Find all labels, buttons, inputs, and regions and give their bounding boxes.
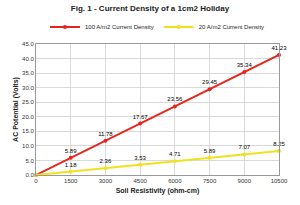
svg-text:35.0: 35.0 xyxy=(22,70,34,76)
svg-text:3000: 3000 xyxy=(99,178,113,184)
svg-text:2.36: 2.36 xyxy=(100,158,112,164)
svg-text:20 A/m2 Current Density: 20 A/m2 Current Density xyxy=(199,24,264,30)
svg-text:1.18: 1.18 xyxy=(65,162,77,168)
svg-text:4.71: 4.71 xyxy=(169,151,181,157)
svg-text:Soil Resistivity (ohm-cm): Soil Resistivity (ohm-cm) xyxy=(116,187,200,195)
svg-text:20.0: 20.0 xyxy=(22,114,34,120)
svg-text:1500: 1500 xyxy=(64,178,78,184)
svg-text:45.0: 45.0 xyxy=(22,41,34,47)
svg-text:30.0: 30.0 xyxy=(22,85,34,91)
svg-text:10.0: 10.0 xyxy=(22,143,34,149)
svg-text:5.0: 5.0 xyxy=(25,158,34,164)
svg-text:40.0: 40.0 xyxy=(22,56,34,62)
svg-text:35.34: 35.34 xyxy=(237,62,253,68)
svg-text:25.0: 25.0 xyxy=(22,99,34,105)
svg-text:17.67: 17.67 xyxy=(133,114,149,120)
svg-text:8.25: 8.25 xyxy=(273,141,285,147)
svg-text:AC Potential (Volts): AC Potential (Volts) xyxy=(12,77,20,142)
svg-text:100 A/m2 Current Density: 100 A/m2 Current Density xyxy=(85,24,154,30)
svg-text:5.89: 5.89 xyxy=(204,148,216,154)
svg-text:41.23: 41.23 xyxy=(271,45,287,51)
svg-text:23.56: 23.56 xyxy=(167,96,183,102)
svg-text:0.0: 0.0 xyxy=(25,172,34,178)
svg-text:10500: 10500 xyxy=(271,178,288,184)
svg-text:7500: 7500 xyxy=(203,178,217,184)
svg-text:7.07: 7.07 xyxy=(238,144,250,150)
svg-text:11.78: 11.78 xyxy=(98,131,113,137)
svg-text:6000: 6000 xyxy=(168,178,182,184)
svg-text:15.0: 15.0 xyxy=(22,128,34,134)
svg-text:0: 0 xyxy=(34,178,38,184)
svg-text:3.53: 3.53 xyxy=(134,155,146,161)
svg-text:5.89: 5.89 xyxy=(65,148,77,154)
svg-text:4500: 4500 xyxy=(133,178,147,184)
svg-text:9000: 9000 xyxy=(238,178,252,184)
svg-text:29.45: 29.45 xyxy=(202,79,218,85)
svg-text:Fig. 1 - Current Density of a: Fig. 1 - Current Density of a 1cm2 Holid… xyxy=(71,4,230,13)
